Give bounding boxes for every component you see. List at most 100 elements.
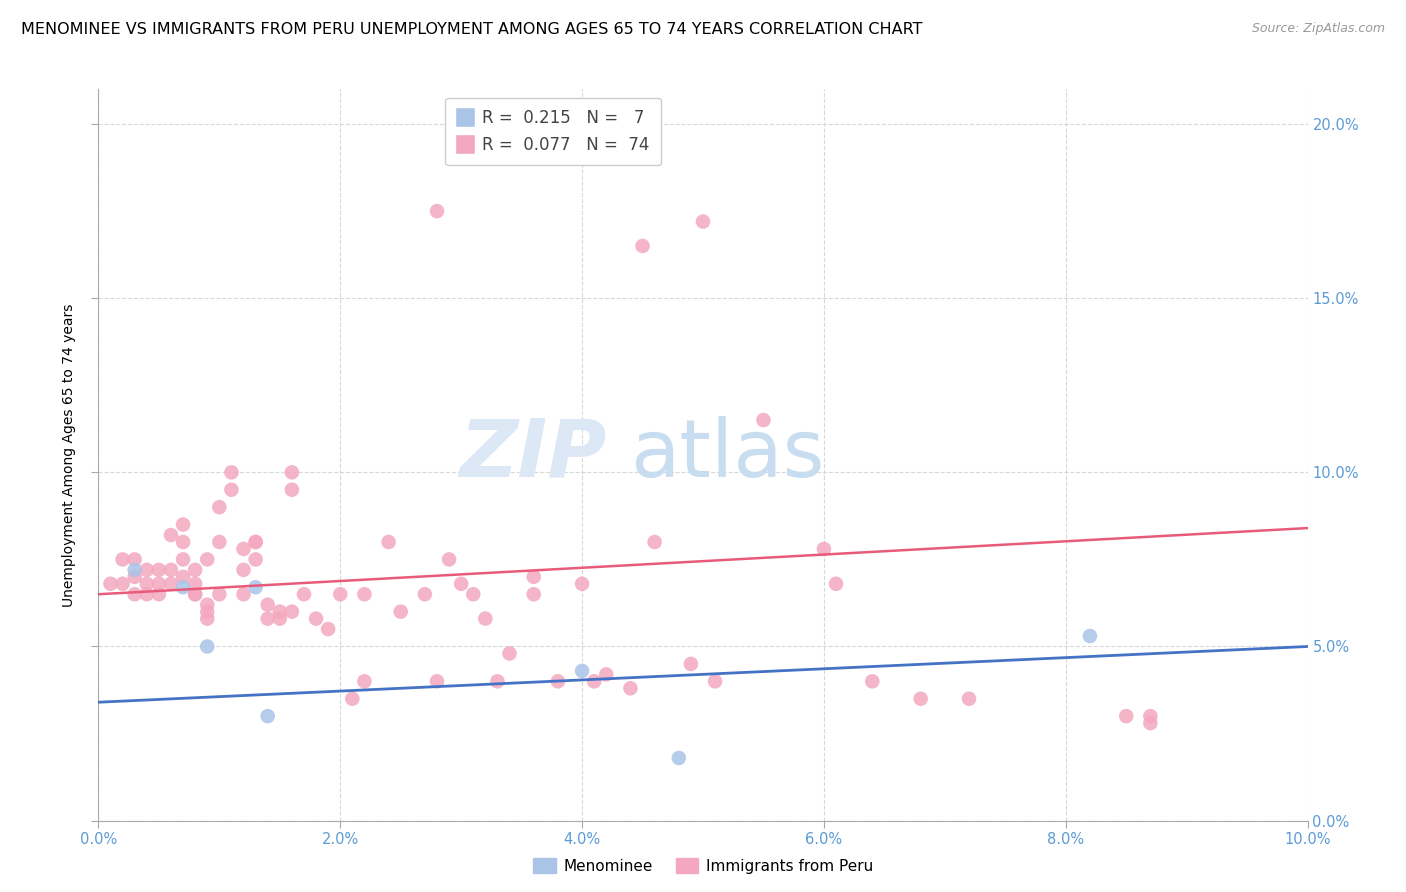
Point <box>353 674 375 689</box>
Point <box>583 674 606 689</box>
Point <box>1115 709 1137 723</box>
Point <box>245 535 267 549</box>
Point <box>389 605 412 619</box>
Point <box>221 466 243 480</box>
Point <box>292 587 315 601</box>
Point <box>523 570 546 584</box>
Point <box>426 674 449 689</box>
Point <box>413 587 436 601</box>
Point <box>281 605 304 619</box>
Point <box>486 674 509 689</box>
Point <box>957 691 980 706</box>
Point <box>111 552 134 566</box>
Point <box>813 541 835 556</box>
Point <box>256 709 278 723</box>
Point <box>342 691 364 706</box>
Point <box>160 563 183 577</box>
Point <box>571 664 593 678</box>
Point <box>195 598 218 612</box>
Point <box>281 466 304 480</box>
Point <box>426 204 449 219</box>
Point <box>172 552 194 566</box>
Point <box>269 605 291 619</box>
Point <box>111 576 134 591</box>
Point <box>256 598 278 612</box>
Point <box>245 552 267 566</box>
Point <box>1139 716 1161 731</box>
Point <box>329 587 352 601</box>
Point <box>160 576 183 591</box>
Point <box>184 587 207 601</box>
Point <box>1139 709 1161 723</box>
Point <box>825 576 848 591</box>
Point <box>1078 629 1101 643</box>
Point <box>692 214 714 228</box>
Point <box>184 563 207 577</box>
Point <box>148 576 170 591</box>
Text: atlas: atlas <box>630 416 825 494</box>
Point <box>450 576 472 591</box>
Point <box>619 681 641 696</box>
Point <box>160 528 183 542</box>
Point <box>571 576 593 591</box>
Point <box>124 563 146 577</box>
Point <box>668 751 690 765</box>
Point <box>172 517 194 532</box>
Point <box>679 657 702 671</box>
Point <box>208 587 231 601</box>
Point <box>195 612 218 626</box>
Point <box>437 552 460 566</box>
Point <box>124 552 146 566</box>
Point <box>305 612 328 626</box>
Point <box>704 674 727 689</box>
Point <box>752 413 775 427</box>
Point <box>208 500 231 515</box>
Point <box>474 612 496 626</box>
Legend: Menominee, Immigrants from Peru: Menominee, Immigrants from Peru <box>527 852 879 880</box>
Point <box>377 535 399 549</box>
Point <box>232 563 254 577</box>
Point <box>172 570 194 584</box>
Text: ZIP: ZIP <box>458 416 606 494</box>
Point <box>184 587 207 601</box>
Point <box>148 563 170 577</box>
Point <box>353 587 375 601</box>
Point <box>195 605 218 619</box>
Point <box>523 587 546 601</box>
Point <box>316 622 339 636</box>
Point <box>135 587 157 601</box>
Point <box>269 612 291 626</box>
Point <box>221 483 243 497</box>
Point <box>281 483 304 497</box>
Point <box>148 587 170 601</box>
Text: MENOMINEE VS IMMIGRANTS FROM PERU UNEMPLOYMENT AMONG AGES 65 TO 74 YEARS CORRELA: MENOMINEE VS IMMIGRANTS FROM PERU UNEMPL… <box>21 22 922 37</box>
Point <box>135 576 157 591</box>
Point <box>232 541 254 556</box>
Point <box>124 570 146 584</box>
Point <box>644 535 666 549</box>
Point <box>195 552 218 566</box>
Y-axis label: Unemployment Among Ages 65 to 74 years: Unemployment Among Ages 65 to 74 years <box>62 303 76 607</box>
Point <box>172 535 194 549</box>
Point <box>860 674 883 689</box>
Legend: R =  0.215   N =   7, R =  0.077   N =  74: R = 0.215 N = 7, R = 0.077 N = 74 <box>446 97 661 165</box>
Point <box>184 576 207 591</box>
Point <box>910 691 932 706</box>
Point <box>245 580 267 594</box>
Point <box>124 587 146 601</box>
Point <box>245 535 267 549</box>
Point <box>547 674 569 689</box>
Point <box>135 563 157 577</box>
Text: Source: ZipAtlas.com: Source: ZipAtlas.com <box>1251 22 1385 36</box>
Point <box>195 640 218 654</box>
Point <box>208 535 231 549</box>
Point <box>100 576 122 591</box>
Point <box>631 239 654 253</box>
Point <box>172 580 194 594</box>
Point <box>486 145 509 159</box>
Point <box>256 612 278 626</box>
Point <box>232 587 254 601</box>
Point <box>595 667 617 681</box>
Point <box>463 587 485 601</box>
Point <box>498 647 520 661</box>
